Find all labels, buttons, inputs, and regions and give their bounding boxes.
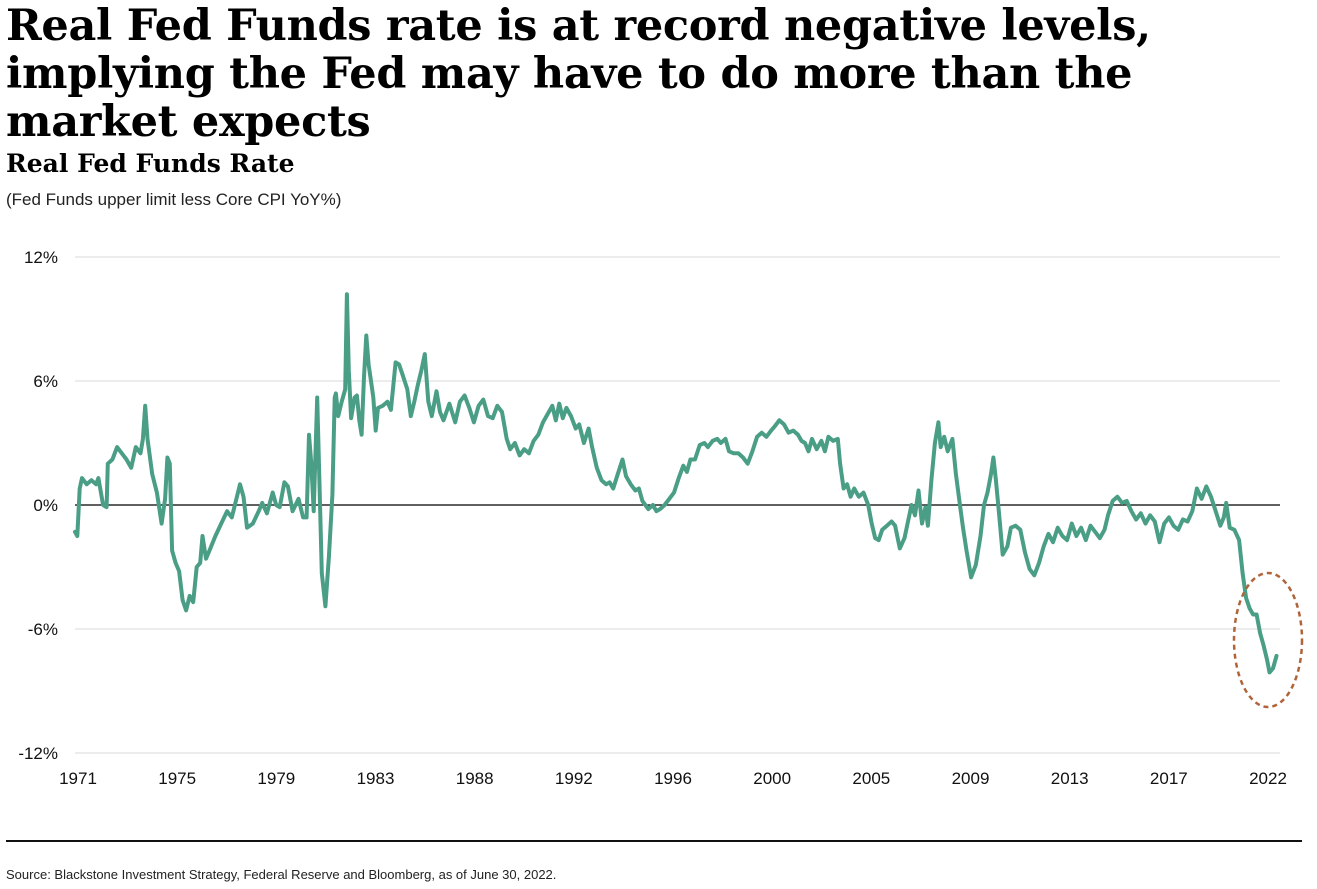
x-tick-label: 2000	[753, 769, 791, 788]
y-axis: 12% 6% 0% -6% -12%	[18, 248, 58, 763]
x-tick-label: 1983	[357, 769, 395, 788]
source-note: Source: Blackstone Investment Strategy, …	[6, 867, 557, 882]
x-tick-label: 2005	[852, 769, 890, 788]
x-tick-label: 1996	[654, 769, 692, 788]
y-tick-label: 6%	[33, 372, 58, 391]
x-axis: 1971 1975 1979 1983 1988 1992 1996 2000 2005 2009…	[59, 769, 1287, 788]
x-tick-label: 1975	[158, 769, 196, 788]
x-tick-label: 2009	[952, 769, 990, 788]
y-tick-label: 12%	[24, 248, 58, 267]
x-tick-label: 1971	[59, 769, 97, 788]
line-chart: 12%6%0%-6%-12% 1971 1975 1979 1983 1988 1992 1…	[18, 248, 1304, 788]
trough-highlight-ellipse	[1232, 571, 1304, 709]
source-divider	[6, 840, 1302, 842]
x-tick-label: 1992	[555, 769, 593, 788]
y-tick-label: 0%	[33, 496, 58, 515]
x-tick-label: 1979	[257, 769, 295, 788]
gridlines	[75, 256, 1280, 754]
page-headline: Real Fed Funds rate is at record negativ…	[6, 1, 1151, 147]
x-tick-label: 2017	[1150, 769, 1188, 788]
x-tick-label: 2022	[1249, 769, 1287, 788]
real-fed-funds-line	[73, 292, 1279, 675]
x-tick-label: 1988	[456, 769, 494, 788]
y-tick-label: -12%	[18, 744, 58, 763]
chart-title: Real Fed Funds Rate	[6, 149, 295, 178]
x-tick-label: 2013	[1051, 769, 1089, 788]
y-tick-label: -6%	[28, 620, 58, 639]
chart-subtitle: (Fed Funds upper limit less Core CPI YoY…	[6, 190, 342, 209]
